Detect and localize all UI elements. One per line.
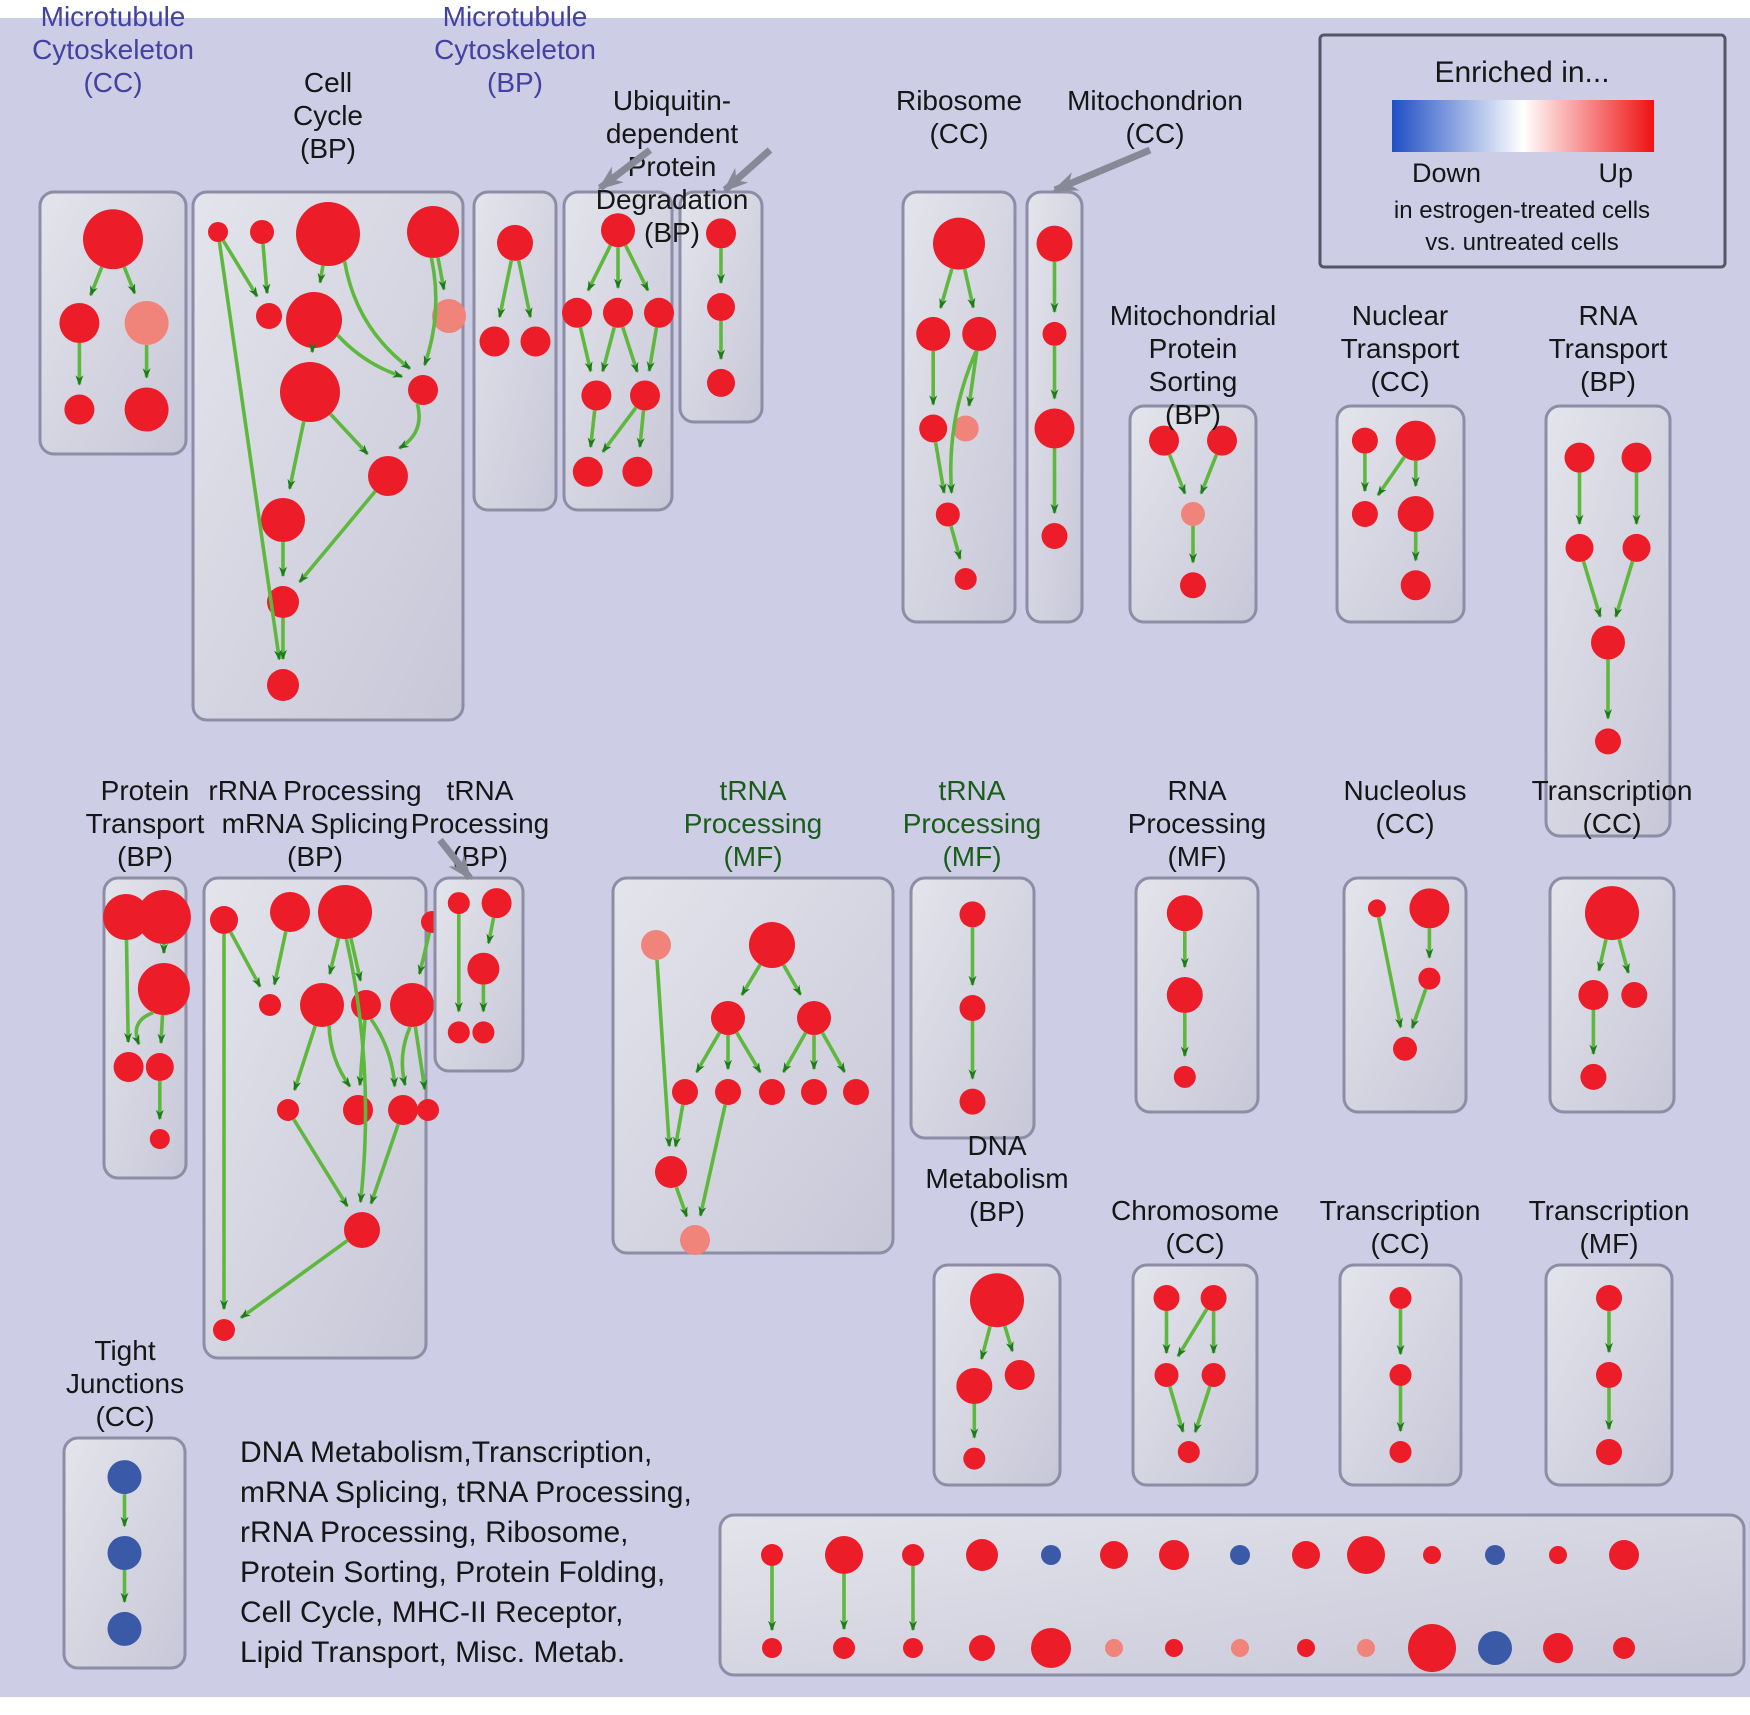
svg-text:vs. untreated cells: vs. untreated cells — [1425, 229, 1618, 256]
svg-text:Ubiquitin-: Ubiquitin- — [613, 85, 731, 116]
svg-text:Cycle: Cycle — [293, 100, 363, 131]
svg-text:(BP): (BP) — [969, 1196, 1025, 1227]
svg-text:tRNA: tRNA — [720, 775, 787, 806]
svg-text:(BP): (BP) — [1165, 399, 1221, 430]
svg-text:(BP): (BP) — [117, 841, 173, 872]
svg-text:Down: Down — [1412, 158, 1481, 188]
svg-text:Chromosome: Chromosome — [1111, 1195, 1279, 1226]
svg-text:(CC): (CC) — [1370, 1228, 1429, 1259]
svg-text:tRNA: tRNA — [939, 775, 1006, 806]
svg-text:Cell Cycle, MHC-II Receptor,: Cell Cycle, MHC-II Receptor, — [240, 1596, 623, 1629]
svg-text:DNA Metabolism,Transcription,: DNA Metabolism,Transcription, — [240, 1436, 652, 1469]
svg-text:Transcription: Transcription — [1320, 1195, 1481, 1226]
svg-text:Mitochondrion: Mitochondrion — [1067, 85, 1243, 116]
svg-text:Processing: Processing — [1128, 808, 1267, 839]
svg-text:(MF): (MF) — [942, 841, 1001, 872]
svg-text:(MF): (MF) — [723, 841, 782, 872]
svg-text:(CC): (CC) — [1165, 1228, 1224, 1259]
svg-text:Tight: Tight — [94, 1335, 155, 1366]
svg-text:RNA: RNA — [1167, 775, 1226, 806]
svg-text:Processing: Processing — [411, 808, 550, 839]
svg-text:(CC): (CC) — [1582, 808, 1641, 839]
svg-text:Protein: Protein — [101, 775, 190, 806]
svg-text:Microtubule: Microtubule — [443, 1, 588, 32]
svg-text:Nuclear: Nuclear — [1352, 300, 1448, 331]
svg-text:rRNA Processing: rRNA Processing — [208, 775, 421, 806]
svg-text:(BP): (BP) — [487, 67, 543, 98]
svg-text:(CC): (CC) — [1125, 118, 1184, 149]
svg-text:(CC): (CC) — [83, 67, 142, 98]
svg-text:Transport: Transport — [86, 808, 205, 839]
svg-text:Lipid Transport, Misc. Metab.: Lipid Transport, Misc. Metab. — [240, 1636, 625, 1669]
svg-text:(CC): (CC) — [1370, 366, 1429, 397]
svg-text:Ribosome: Ribosome — [896, 85, 1022, 116]
svg-text:Cytoskeleton: Cytoskeleton — [434, 34, 596, 65]
svg-text:RNA: RNA — [1578, 300, 1637, 331]
svg-text:Cell: Cell — [304, 67, 352, 98]
svg-text:(CC): (CC) — [95, 1401, 154, 1432]
svg-text:Protein Sorting, Protein Foldi: Protein Sorting, Protein Folding, — [240, 1556, 665, 1589]
svg-text:Mitochondrial: Mitochondrial — [1110, 300, 1277, 331]
svg-text:Transport: Transport — [1549, 333, 1668, 364]
svg-text:rRNA Processing, Ribosome,: rRNA Processing, Ribosome, — [240, 1516, 628, 1549]
svg-text:(BP): (BP) — [1580, 366, 1636, 397]
svg-text:Protein: Protein — [1149, 333, 1238, 364]
svg-text:mRNA Splicing, tRNA Processing: mRNA Splicing, tRNA Processing, — [240, 1476, 692, 1509]
svg-text:(CC): (CC) — [929, 118, 988, 149]
svg-text:mRNA Splicing: mRNA Splicing — [222, 808, 409, 839]
svg-text:Transcription: Transcription — [1529, 1195, 1690, 1226]
svg-text:(MF): (MF) — [1579, 1228, 1638, 1259]
svg-text:in estrogen-treated cells: in estrogen-treated cells — [1394, 197, 1650, 224]
svg-text:Processing: Processing — [684, 808, 823, 839]
svg-text:(BP): (BP) — [300, 133, 356, 164]
svg-text:DNA: DNA — [967, 1130, 1026, 1161]
svg-text:Metabolism: Metabolism — [925, 1163, 1068, 1194]
svg-text:dependent: dependent — [606, 118, 739, 149]
svg-text:tRNA: tRNA — [447, 775, 514, 806]
svg-text:Microtubule: Microtubule — [41, 1, 186, 32]
svg-text:Processing: Processing — [903, 808, 1042, 839]
svg-text:Nucleolus: Nucleolus — [1344, 775, 1467, 806]
svg-text:Transcription: Transcription — [1532, 775, 1693, 806]
svg-text:Junctions: Junctions — [66, 1368, 184, 1399]
svg-text:(CC): (CC) — [1375, 808, 1434, 839]
svg-text:(BP): (BP) — [287, 841, 343, 872]
svg-text:Cytoskeleton: Cytoskeleton — [32, 34, 194, 65]
svg-text:Sorting: Sorting — [1149, 366, 1238, 397]
svg-text:(BP): (BP) — [644, 217, 700, 248]
svg-text:(MF): (MF) — [1167, 841, 1226, 872]
svg-text:Transport: Transport — [1341, 333, 1460, 364]
svg-text:Enriched in...: Enriched in... — [1434, 56, 1609, 89]
svg-text:Up: Up — [1598, 158, 1633, 188]
